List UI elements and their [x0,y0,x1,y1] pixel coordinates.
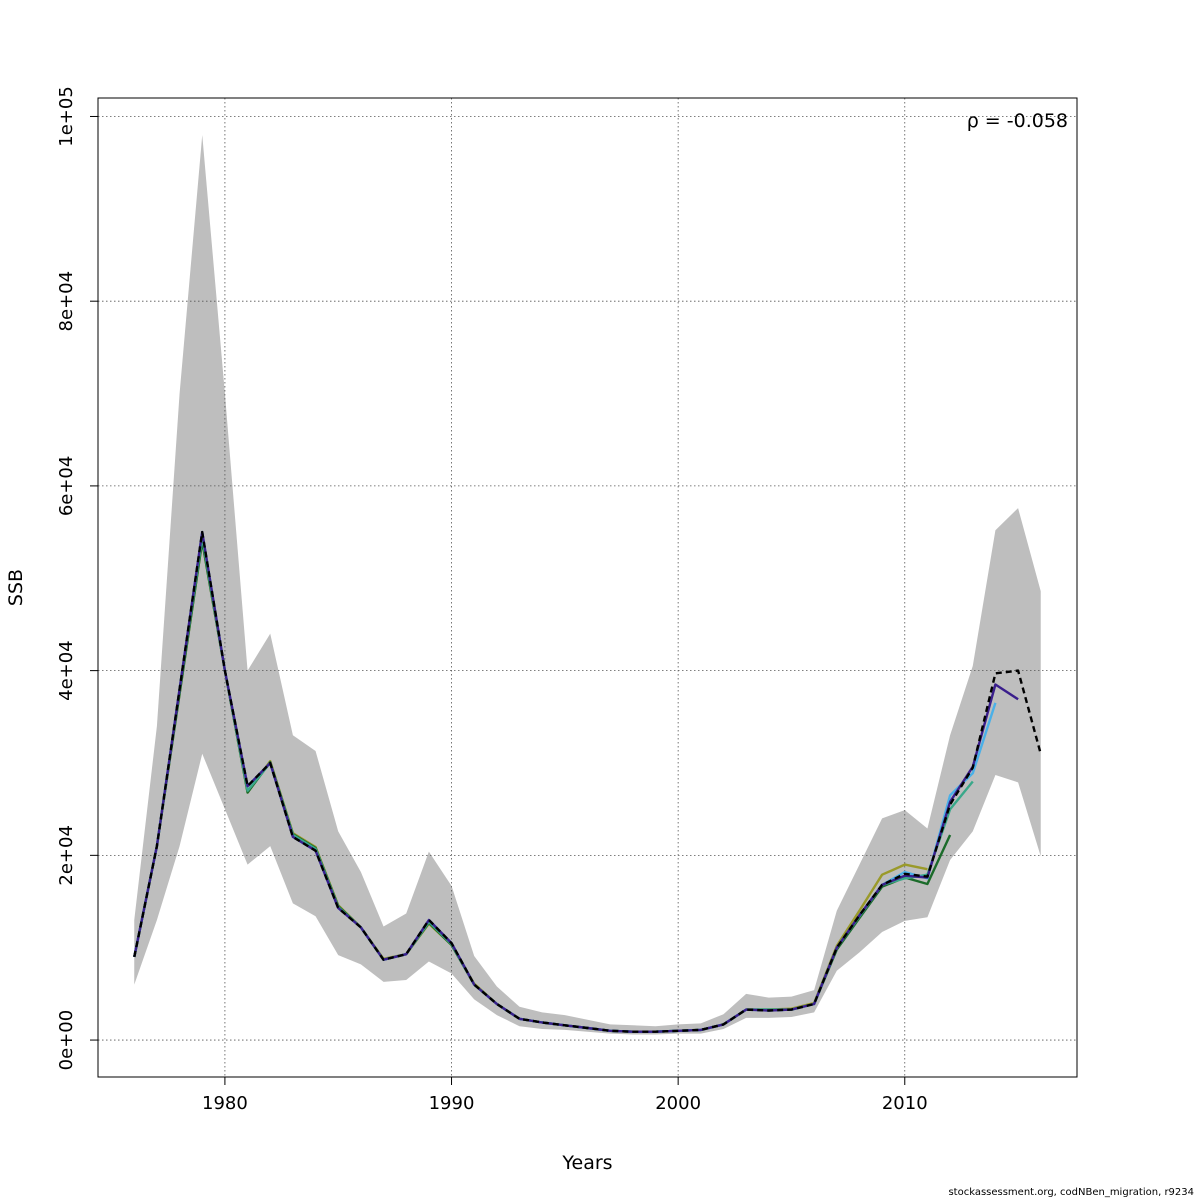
x-axis-title: Years [561,1152,612,1174]
y-tick-label: 0e+00 [56,1010,77,1071]
footer-note: stockassessment.org, codNBen_migration, … [948,1187,1194,1198]
y-tick-label: 4e+04 [56,640,77,701]
y-axis-title: SSB [5,569,27,606]
x-tick-label: 2000 [655,1093,701,1114]
x-tick-label: 1980 [202,1093,248,1114]
y-tick-label: 2e+04 [56,825,77,886]
y-tick-label: 6e+04 [56,456,77,517]
series-line [133,530,1042,1033]
x-tick-label: 2010 [882,1093,928,1114]
plot-frame [97,97,1078,1078]
rho-annotation: ρ = -0.058 [967,110,1068,132]
x-tick-label: 1990 [429,1093,475,1114]
confidence-band-layer [134,134,1041,1035]
y-tick-label: 8e+04 [56,271,77,332]
y-tick-label: 1e+05 [56,86,77,147]
axis-layer: 1980 1990 2000 2010 0e+00 2e+04 4e+04 6e+04 8e+0… [56,86,928,1114]
grid-layer [98,98,1077,1077]
series-layer [133,530,1042,1033]
confidence-band [134,134,1041,1035]
